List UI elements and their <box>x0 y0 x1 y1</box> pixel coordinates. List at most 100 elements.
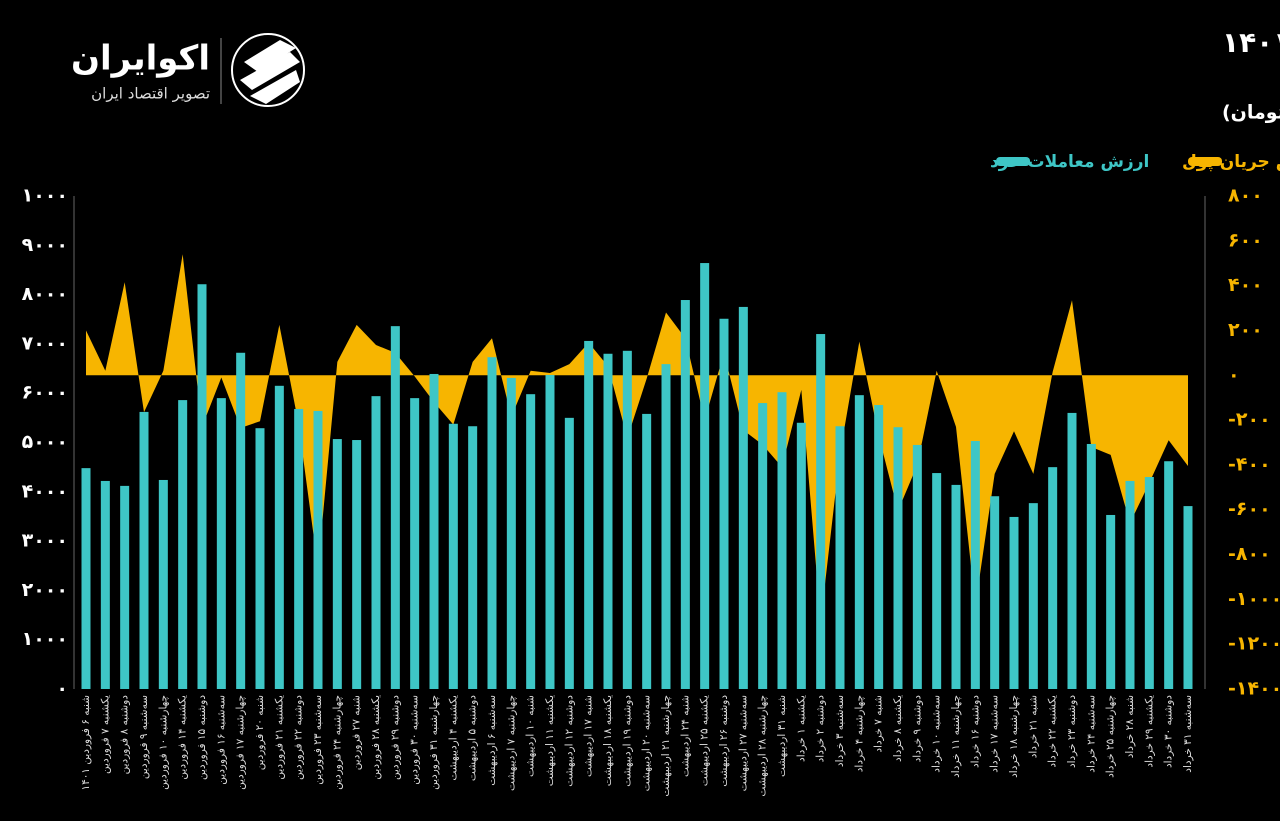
x-tick-label: دوشنبه ۲۹ فروردین <box>389 695 401 780</box>
y-tick-label: ۷۰۰۰ <box>22 332 68 354</box>
x-tick-label: یکشنبه ۲۹ خرداد <box>1143 695 1155 768</box>
y-tick-label: ۸۰۰۰ <box>22 283 68 305</box>
x-tick-label: سه‌شنبه ۱۰ خرداد <box>931 695 943 773</box>
chart-title: روند معاملات روزانه سهام در بهار ۱۴۰۱ <box>1222 26 1280 59</box>
x-tick-label: دوشنبه ۱۶ خرداد <box>969 695 981 768</box>
x-tick-label: دوشنبه ۲۶ اردیبهشت <box>718 695 730 787</box>
bar <box>1125 480 1135 689</box>
bar <box>622 350 632 689</box>
bar <box>487 357 497 689</box>
x-tick-label: چهارشنبه ۲۸ اردیبهشت <box>757 695 769 797</box>
bar <box>274 385 284 689</box>
bar <box>410 398 420 689</box>
x-tick-label: شنبه ۱۰ اردیبهشت <box>525 695 537 777</box>
bar <box>603 353 613 689</box>
x-tick-label: دوشنبه ۳۰ خرداد <box>1163 695 1175 768</box>
logo-mark <box>240 40 300 104</box>
bar <box>1144 477 1154 689</box>
bar <box>874 405 884 689</box>
bar <box>468 426 478 689</box>
x-tick-label: شنبه ۲۱ خرداد <box>1027 695 1039 758</box>
bar <box>970 441 980 689</box>
x-tick-label: سه‌شنبه ۳ خرداد <box>834 695 846 767</box>
x-tick-label: شنبه ۲۰ فروردین <box>254 695 266 770</box>
x-tick-label: دوشنبه ۲ خرداد <box>815 695 827 763</box>
bar <box>661 364 671 689</box>
brand-tagline: تصویر اقتصاد ایران <box>91 85 210 103</box>
x-tick-label: سه‌شنبه ۲۴ خرداد <box>1085 695 1097 773</box>
x-tick-label: سه‌شنبه ۲۳ فروردین <box>312 695 324 785</box>
bar <box>390 326 400 689</box>
bar <box>758 403 768 689</box>
bar <box>1067 412 1077 689</box>
x-tick-label: چهارشنبه ۴ خرداد <box>853 695 865 772</box>
bar <box>854 395 864 689</box>
x-tick-label: سه‌شنبه ۲۷ اردیبهشت <box>737 695 749 791</box>
y2-tick-label: ۰ <box>1228 364 1240 386</box>
x-tick-label: چهارشنبه ۲۱ اردیبهشت <box>660 695 672 797</box>
x-tick-label: سه‌شنبه ۱۶ فروردین <box>215 695 227 785</box>
bar <box>178 400 188 689</box>
bar <box>951 484 961 689</box>
x-tick-label: شنبه ۲۴ اردیبهشت <box>679 695 691 777</box>
bar <box>564 417 574 689</box>
bar <box>526 394 536 689</box>
x-tick-label: دوشنبه ۹ خرداد <box>911 695 923 763</box>
bar <box>255 428 265 689</box>
y2-tick-label: -۱۰۰۰ <box>1228 588 1280 610</box>
y-tick-label: ۱۰۰۰ <box>22 185 68 207</box>
y-tick-label: ۶۰۰۰ <box>22 382 68 404</box>
bar <box>719 318 729 689</box>
x-tick-label: چهارشنبه ۱۱ خرداد <box>950 695 962 778</box>
y2-tick-label: ۲۰۰ <box>1228 319 1263 341</box>
x-tick-label: یکشنبه ۲۱ فروردین <box>273 695 285 780</box>
brand-name: اکوایران <box>71 39 210 79</box>
bar <box>429 373 439 689</box>
y-tick-label: ۱۰۰۰ <box>22 628 68 650</box>
bar <box>448 423 458 689</box>
bar <box>932 473 942 689</box>
x-tick-label: یکشنبه ۱ خرداد <box>795 695 807 762</box>
y2-tick-label: -۱۴۰۰ <box>1228 678 1280 700</box>
x-tick-label: چهارشنبه ۱۷ فروردین <box>235 695 247 790</box>
x-tick-label: چهارشنبه ۱۰ فروردین <box>157 695 169 790</box>
bar <box>1164 461 1174 689</box>
x-tick-label: یکشنبه ۲۵ اردیبهشت <box>699 695 711 786</box>
y2-tick-label: -۲۰۰ <box>1228 409 1271 431</box>
x-tick-label: سه‌شنبه ۲۰ اردیبهشت <box>641 695 653 791</box>
x-tick-label: شنبه ۲۷ فروردین <box>351 695 363 770</box>
bar <box>81 468 91 689</box>
x-tick-label: یکشنبه ۱۸ اردیبهشت <box>602 695 614 786</box>
y-tick-label: ۵۰۰۰ <box>22 431 68 453</box>
x-tick-label: یکشنبه ۲۸ فروردین <box>370 695 382 780</box>
x-tick-label: شنبه ۳۱ اردیبهشت <box>776 695 788 777</box>
bar <box>294 408 304 689</box>
x-tick-label: یکشنبه ۷ فروردین <box>99 695 111 774</box>
bar <box>506 377 516 689</box>
bar <box>912 444 922 689</box>
bar <box>332 439 342 689</box>
bar <box>1086 443 1096 689</box>
y2-tick-label: -۴۰۰ <box>1228 453 1271 475</box>
bar <box>139 411 149 689</box>
x-tick-label: دوشنبه ۲۳ خرداد <box>1066 695 1078 768</box>
bar <box>545 374 555 689</box>
bar <box>352 440 362 689</box>
bar <box>584 340 594 689</box>
x-tick-label: سه‌شنبه ۱۷ خرداد <box>989 695 1001 773</box>
y-tick-label: ۴۰۰۰ <box>22 480 68 502</box>
x-tick-label: دوشنبه ۱۹ اردیبهشت <box>621 695 633 787</box>
x-tick-label: دوشنبه ۱۵ فروردین <box>196 695 208 780</box>
logo-ring <box>231 33 305 107</box>
x-tick-label: چهارشنبه ۱۸ خرداد <box>1008 695 1020 778</box>
bar <box>1048 467 1058 689</box>
bar <box>1106 514 1116 689</box>
y2-tick-label: ۴۰۰ <box>1228 274 1263 296</box>
x-tick-label: سه‌شنبه ۶ اردیبهشت <box>486 695 498 786</box>
x-tick-label: یکشنبه ۱۴ فروردین <box>177 695 189 780</box>
y2-tick-label: ۸۰۰ <box>1228 185 1263 207</box>
x-tick-label: چهارشنبه ۲۵ خرداد <box>1105 695 1117 778</box>
